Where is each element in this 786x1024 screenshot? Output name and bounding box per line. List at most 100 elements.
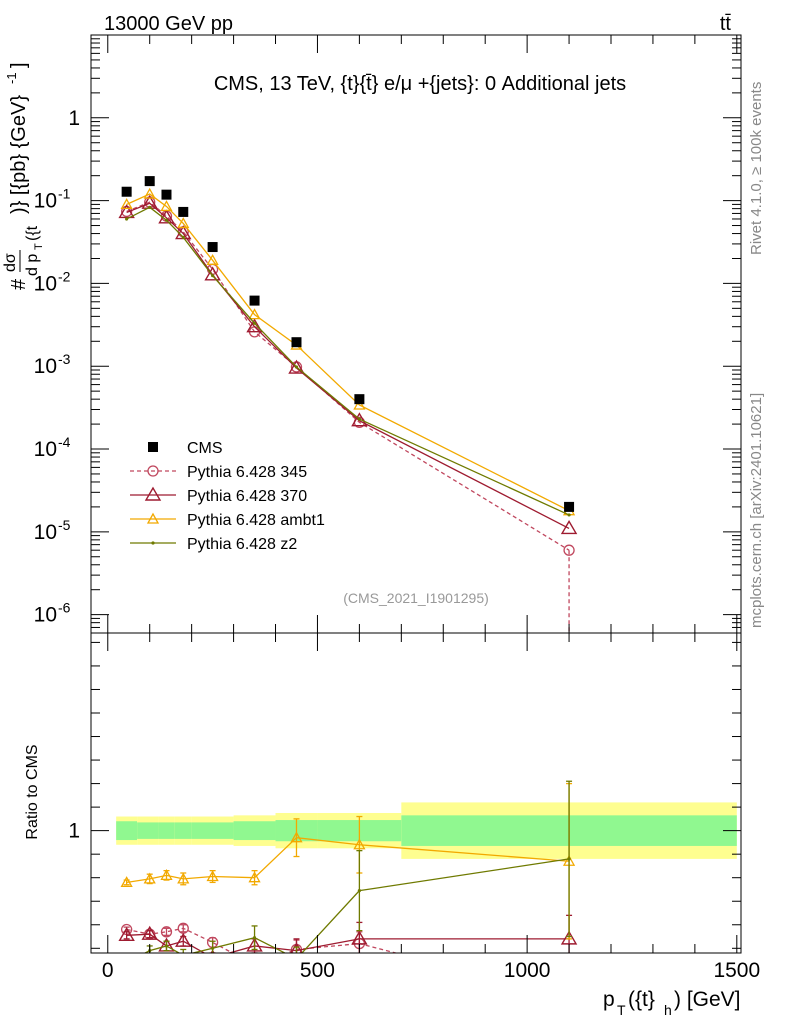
ratio-band-inner-1	[137, 822, 159, 839]
ratio-point-3-7	[357, 889, 361, 893]
legend-marker-2	[146, 512, 160, 524]
main-point-3-2	[164, 218, 169, 222]
main-point-0-8	[563, 544, 575, 556]
main-point-2-1	[143, 187, 156, 199]
main-point-2-5	[248, 308, 261, 320]
legend-marker-0	[147, 465, 159, 477]
main-ytick-label-4: 10	[34, 438, 57, 461]
plot-title: CMS, 13 TeV, {t}{t̄} e/μ +{jets}: 0 Addi…	[214, 73, 626, 95]
main-series	[118, 176, 578, 633]
ratio-panel: 1 0 500 1000 1500	[68, 632, 760, 1003]
main-ytick-label-2: 10	[34, 272, 57, 295]
mcplots-label: mcplots.cern.ch [arXiv:2401.10621]	[748, 393, 765, 628]
legend-label-0: Pythia 6.428 345	[187, 464, 307, 481]
main-point-1-4	[204, 266, 221, 281]
legend-marker-3	[151, 541, 155, 545]
ratio-point-1-5	[246, 937, 263, 952]
legend-label-1: Pythia 6.428 370	[187, 488, 307, 505]
main-ylabel-hash: #	[8, 278, 30, 290]
main-ylabel-sub-t: T	[33, 243, 45, 250]
xlabel-sub-t: T	[617, 1002, 626, 1018]
ratio-band-inner-3	[174, 822, 192, 839]
main-point-3-8	[567, 513, 571, 517]
main-cms-point-7	[354, 394, 365, 405]
main-cms-point-8	[564, 501, 575, 512]
main-ylabel-arg: ({t	[24, 225, 41, 241]
main-point-2-2	[160, 200, 173, 212]
main-ytick-exp-6: -6	[58, 600, 71, 616]
main-point-3-5	[252, 321, 257, 325]
main-point-2-4	[206, 253, 219, 265]
legend-label-2: Pythia 6.428 ambt1	[187, 512, 325, 529]
main-point-1-5	[246, 318, 263, 333]
ratio-band-inner-2	[158, 822, 175, 839]
ratio-ylabel: Ratio to CMS	[24, 744, 41, 839]
main-cms-point-5	[249, 295, 260, 306]
ratio-point-2-6	[290, 831, 303, 843]
main-cms-point-1	[144, 176, 155, 187]
ratio-ytick-label-1: 1	[68, 820, 80, 843]
ratio-frame	[90, 632, 742, 954]
main-ytick-label-5: 10	[34, 521, 57, 544]
ratio-point-1-1	[141, 925, 158, 940]
main-ylabel: # dσ d p T ({t )} [{pb} {GeV} -1 ]	[2, 62, 45, 290]
ratio-point-1-0	[118, 926, 135, 942]
main-cms-point-0	[121, 186, 132, 197]
main-ytick-exp-2: -2	[58, 268, 71, 284]
ratio-band-inner-0	[116, 821, 138, 841]
ratio-point-2-3	[177, 872, 190, 884]
main-ytick-label-1: 10	[34, 190, 57, 213]
legend: CMS Pythia 6.428 345 Pythia 6.428 370 Pythi…	[130, 440, 325, 553]
xtick-label-1: 500	[300, 959, 335, 982]
main-point-3-3	[181, 235, 185, 239]
main-point-1-8	[560, 520, 578, 535]
ratio-point-2-5	[248, 871, 261, 883]
main-ylabel-close: ]	[8, 62, 30, 68]
ratio-point-0-2	[160, 926, 173, 938]
ratio-point-2-4	[206, 870, 219, 882]
ratio-point-1-3	[175, 932, 192, 947]
ratio-point-0-5	[250, 960, 260, 970]
main-ytick-exp-3: -3	[58, 351, 71, 367]
main-point-3-1	[148, 205, 152, 209]
ratio-point-3-4	[211, 946, 215, 950]
main-cms-point-6	[291, 337, 302, 348]
main-point-3-0	[125, 217, 129, 221]
main-cms-point-2	[161, 189, 172, 200]
main-ylabel-exponent: -1	[4, 72, 19, 84]
ratio-point-3-8	[567, 857, 571, 861]
ratio-series	[118, 780, 578, 1003]
ratio-point-0-8	[564, 993, 574, 1003]
legend-label-3: Pythia 6.428 z2	[187, 536, 297, 553]
main-ytick-exp-4: -4	[58, 434, 71, 450]
xtick-label-3: 1500	[713, 959, 760, 982]
ratio-point-1-7	[351, 930, 368, 945]
main-ytick-label-6: 10	[34, 604, 57, 627]
main-ytick-label-3: 10	[34, 355, 57, 378]
ratio-band-inner-4	[191, 822, 234, 839]
ratio-point-3-2	[164, 944, 169, 948]
ratio-point-1-8	[560, 930, 578, 945]
ratio-ticks: 1 0 500 1000 1500	[68, 633, 760, 982]
header-process-label: tt̄	[720, 13, 732, 35]
ratio-point-1-6	[290, 942, 303, 953]
legend-cms-marker	[148, 442, 158, 452]
rivet-version-label: Rivet 4.1.0, ≥ 100k events	[748, 82, 765, 255]
main-ticks: 110-110-210-310-410-510-6	[34, 34, 741, 634]
analysis-id-watermark: (CMS_2021_I1901295)	[343, 590, 489, 606]
main-ylabel-units: )} [{pb} {GeV}	[8, 95, 30, 214]
xlabel: p T ({t} h ) [GeV]	[603, 988, 741, 1018]
main-ytick-exp-5: -5	[58, 517, 71, 533]
main-ylabel-dpt: d p	[24, 254, 41, 276]
main-panel: 110-110-210-310-410-510-6 CMS, 13 TeV, {…	[34, 34, 742, 634]
legend-marker-1	[144, 486, 162, 501]
ratio-point-2-2	[160, 869, 173, 881]
ratio-line-1	[126, 933, 570, 953]
xlabel-arg: ({t}	[628, 988, 655, 1011]
main-cms-point-3	[178, 206, 189, 217]
ratio-point-2-0	[120, 876, 133, 888]
main-ylabel-dsigma: dσ	[2, 253, 19, 272]
header-energy-label: 13000 GeV pp	[104, 13, 233, 35]
main-point-3-6	[294, 365, 299, 369]
xlabel-units: ) [GeV]	[674, 988, 741, 1011]
